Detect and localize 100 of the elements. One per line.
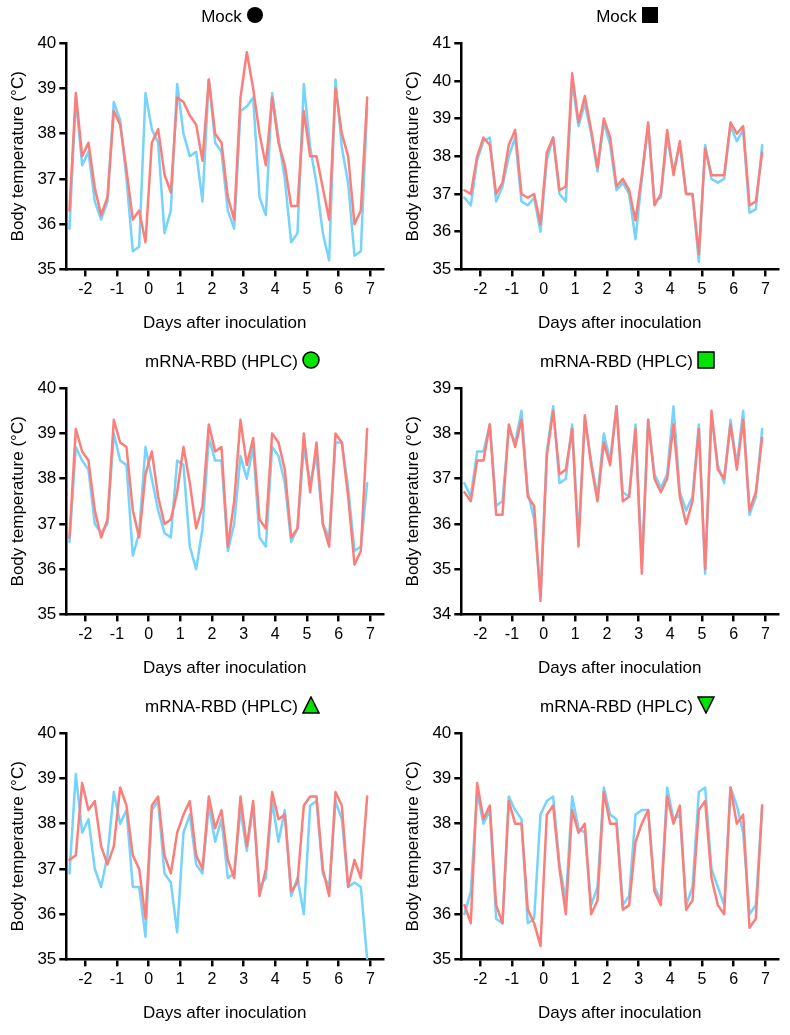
x-tick-label: 5 (697, 970, 707, 988)
y-tick-label: 35 (432, 259, 452, 279)
x-tick-label: 3 (239, 625, 249, 643)
y-tick-label: 40 (37, 32, 57, 52)
y-tick-label: 40 (432, 70, 452, 90)
y-tick-label: 35 (37, 259, 57, 279)
y-tick-label: 36 (37, 903, 57, 923)
x-axis-title: Days after inoculation (142, 313, 307, 333)
x-tick-label: 5 (302, 625, 312, 643)
x-tick-label: 6 (729, 625, 739, 643)
x-tick-label: -1 (504, 625, 520, 643)
y-tick-label: 37 (432, 183, 452, 203)
y-tick-label: 37 (37, 858, 57, 878)
x-tick-label: 0 (539, 970, 549, 988)
y-tick-label: 38 (37, 123, 57, 143)
y-tick-label: 36 (432, 903, 452, 923)
chart-title: Mock (596, 7, 637, 26)
y-tick-label: 37 (432, 858, 452, 878)
x-tick-label: 1 (570, 280, 580, 298)
y-tick-label: 36 (432, 221, 452, 241)
y-tick-label: 39 (37, 78, 57, 98)
x-tick-label: 7 (365, 625, 375, 643)
y-tick-label: 39 (37, 423, 57, 443)
y-tick-label: 38 (432, 423, 452, 443)
x-tick-label: -2 (78, 280, 93, 298)
x-tick-label: 7 (365, 970, 375, 988)
x-tick-label: 4 (665, 625, 675, 643)
x-tick-label: -2 (473, 970, 488, 988)
x-tick-label: 4 (270, 625, 280, 643)
x-tick-label: 2 (207, 970, 217, 988)
x-axis-title: Days after inoculation (142, 658, 307, 678)
y-tick-label: 36 (37, 558, 57, 578)
chart-title: mRNA-RBD (HPLC) (540, 352, 693, 371)
x-tick-label: 0 (539, 625, 549, 643)
x-axis-title: Days after inoculation (537, 658, 702, 678)
x-tick-label: -1 (109, 970, 125, 988)
x-tick-label: 7 (365, 280, 375, 298)
y-tick-label: 38 (432, 145, 452, 165)
y-axis-title: Body temperature (°C) (7, 416, 27, 587)
x-tick-label: 7 (760, 970, 770, 988)
x-tick-label: 5 (302, 970, 312, 988)
y-tick-label: 36 (37, 213, 57, 233)
x-tick-label: -2 (78, 970, 93, 988)
x-tick-label: 2 (602, 970, 612, 988)
x-tick-label: 7 (760, 625, 770, 643)
x-tick-label: 5 (697, 625, 707, 643)
x-tick-label: -1 (504, 280, 520, 298)
y-tick-label: 40 (432, 722, 452, 742)
y-tick-label: 39 (432, 377, 452, 397)
x-tick-label: 4 (270, 280, 280, 298)
chart-title: Mock (201, 7, 242, 26)
x-tick-label: 3 (634, 625, 644, 643)
x-tick-label: 0 (144, 280, 154, 298)
x-tick-label: 4 (665, 970, 675, 988)
x-tick-label: 1 (570, 970, 580, 988)
x-tick-label: 2 (207, 625, 217, 643)
y-axis-title: Body temperature (°C) (7, 761, 27, 932)
x-tick-label: 6 (729, 970, 739, 988)
x-tick-label: 7 (760, 280, 770, 298)
x-tick-label: 5 (697, 280, 707, 298)
y-tick-label: 35 (37, 604, 57, 624)
x-tick-label: 1 (175, 970, 185, 988)
x-tick-label: 5 (302, 280, 312, 298)
y-tick-label: 40 (37, 377, 57, 397)
x-tick-label: 0 (144, 625, 154, 643)
x-tick-label: 2 (207, 280, 217, 298)
x-tick-label: 3 (239, 280, 249, 298)
x-tick-label: -2 (78, 625, 93, 643)
x-tick-label: 4 (270, 970, 280, 988)
y-tick-label: 39 (432, 108, 452, 128)
y-axis-title: Body temperature (°C) (402, 416, 422, 587)
x-tick-label: 3 (634, 970, 644, 988)
x-tick-label: 1 (175, 625, 185, 643)
x-tick-label: 1 (175, 280, 185, 298)
x-tick-label: 1 (570, 625, 580, 643)
y-tick-label: 39 (432, 768, 452, 788)
y-axis-title: Body temperature (°C) (402, 761, 422, 932)
y-tick-label: 37 (37, 168, 57, 188)
x-tick-label: 4 (665, 280, 675, 298)
y-tick-label: 37 (432, 468, 452, 488)
x-axis-title: Days after inoculation (142, 1003, 307, 1023)
y-tick-label: 41 (432, 32, 452, 52)
x-tick-label: 6 (334, 625, 344, 643)
y-tick-label: 37 (37, 513, 57, 533)
x-tick-label: -1 (504, 970, 520, 988)
x-tick-label: 3 (239, 970, 249, 988)
x-tick-label: 6 (729, 280, 739, 298)
y-axis-title: Body temperature (°C) (402, 71, 422, 242)
chart-title: mRNA-RBD (HPLC) (145, 352, 298, 371)
x-tick-label: -2 (473, 280, 488, 298)
x-tick-label: 3 (634, 280, 644, 298)
y-tick-label: 34 (432, 604, 452, 624)
y-tick-label: 39 (37, 768, 57, 788)
y-tick-label: 38 (37, 468, 57, 488)
x-tick-label: -2 (473, 625, 488, 643)
x-tick-label: 6 (334, 970, 344, 988)
y-tick-label: 35 (432, 949, 452, 969)
y-tick-label: 35 (37, 949, 57, 969)
chart-title: mRNA-RBD (HPLC) (145, 697, 298, 716)
x-tick-label: 0 (539, 280, 549, 298)
